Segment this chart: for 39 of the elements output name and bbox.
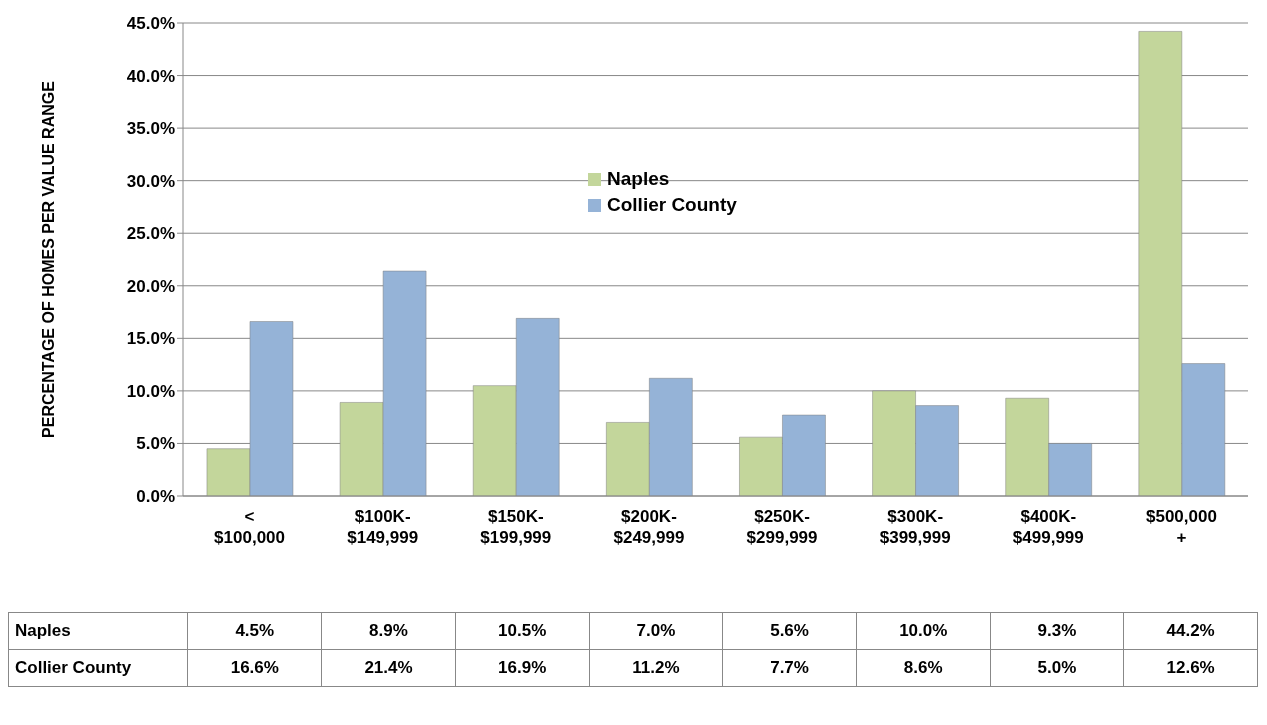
data-label: 10.5% [455,612,590,650]
data-label: 8.9% [321,612,456,650]
data-label: 5.6% [722,612,857,650]
data-label: 7.7% [722,649,857,687]
y-tick-label: 25.0% [126,224,175,244]
data-label: 16.6% [187,649,322,687]
y-tick-label: 35.0% [126,119,175,139]
data-label: 12.6% [1123,649,1258,687]
x-tick-label: $200K- $249,999 [613,507,685,547]
data-label: 5.0% [990,649,1124,687]
x-tick-label: $250K- $299,999 [746,507,818,547]
data-label: 21.4% [321,649,456,687]
y-tick-label: 0.0% [136,487,175,507]
legend-label: Naples [607,168,670,190]
text: Naples [15,621,71,640]
y-tick-label: 40.0% [126,66,175,86]
y-tick-label: 15.0% [126,329,175,349]
x-tick-label: $150K- $199,999 [480,507,552,547]
x-tick-label: < $100,000 [214,507,286,547]
legend-label: Collier County [607,194,737,216]
x-tick-label: $300K- $399,999 [879,507,951,547]
data-label: 8.6% [856,649,991,687]
data-label: 7.0% [589,612,723,650]
data-label: 4.5% [187,612,322,650]
data-label: 10.0% [856,612,991,650]
data-label: 16.9% [455,649,590,687]
y-axis-title: PERCENTAGE OF HOMES PER VALUE RANGE [39,80,57,438]
x-tick-label: $100K- $149,999 [347,507,419,547]
y-tick-label: 10.0% [126,381,175,401]
data-label: 9.3% [990,612,1124,650]
y-tick-label: 5.0% [136,434,175,454]
x-tick-label: $400K- $499,999 [1012,507,1084,547]
data-label: 44.2% [1123,612,1258,650]
y-tick-label: 20.0% [126,276,175,296]
text: Collier County [15,658,132,677]
x-tick-label: $500,000 + [1145,507,1217,547]
data-label: 11.2% [589,649,723,687]
y-tick-label: 30.0% [126,171,175,191]
y-tick-label: 45.0% [126,14,175,34]
